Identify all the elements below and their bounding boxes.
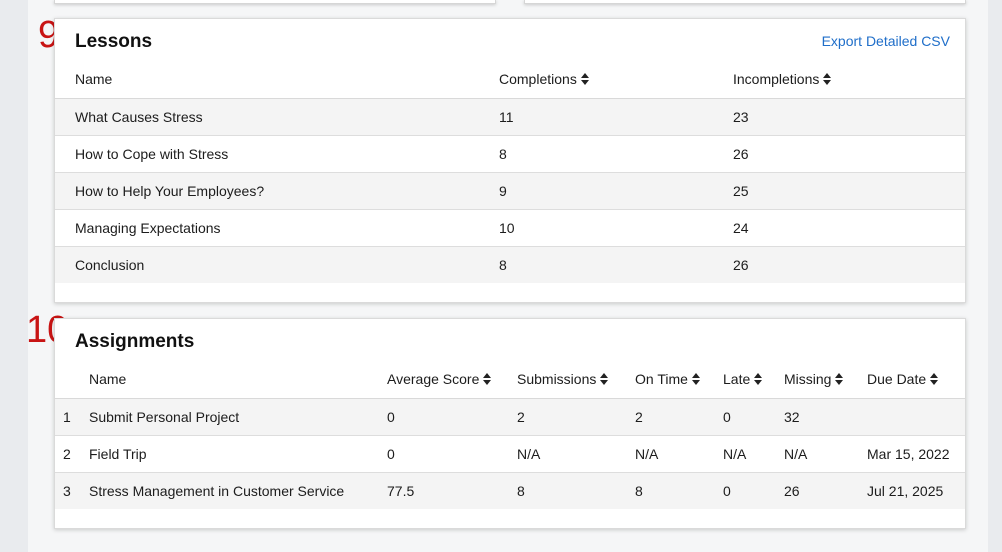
lesson-incompletions: 26 <box>733 246 965 283</box>
sort-icon <box>691 373 700 386</box>
lesson-completions: 9 <box>499 172 733 210</box>
lesson-incompletions: 24 <box>733 209 965 247</box>
assignments-table: Name Average Score Submissions On Time L… <box>55 361 965 509</box>
sort-icon <box>483 373 492 386</box>
assignment-index: 3 <box>55 472 89 509</box>
lessons-table: Name Completions Incompletions What Caus… <box>55 61 965 283</box>
col-header-incompletions[interactable]: Incompletions <box>733 61 965 99</box>
col-header-completions[interactable]: Completions <box>499 61 733 99</box>
card-above-right <box>524 0 966 4</box>
lesson-completions: 8 <box>499 135 733 173</box>
col-header-on-time[interactable]: On Time <box>635 361 723 399</box>
col-header-submissions[interactable]: Submissions <box>517 361 635 399</box>
lesson-completions: 11 <box>499 98 733 136</box>
col-header-average-score[interactable]: Average Score <box>387 361 517 399</box>
sort-icon <box>600 373 609 386</box>
table-row: 2 Field Trip 0 N/A N/A N/A N/A Mar 15, 2… <box>55 435 965 473</box>
table-row: 1 Submit Personal Project 0 2 2 0 32 <box>55 398 965 436</box>
col-header-late[interactable]: Late <box>723 361 784 399</box>
assignment-on-time: 2 <box>635 398 723 436</box>
assignment-name: Field Trip <box>89 435 387 473</box>
lesson-name: How to Cope with Stress <box>55 135 499 173</box>
col-header-missing[interactable]: Missing <box>784 361 867 399</box>
assignment-late: 0 <box>723 472 784 509</box>
col-header-index <box>55 361 89 399</box>
col-header-due-date[interactable]: Due Date <box>867 361 965 399</box>
assignment-average-score: 77.5 <box>387 472 517 509</box>
table-row: 3 Stress Management in Customer Service … <box>55 472 965 509</box>
table-row: Conclusion 8 26 <box>55 246 965 283</box>
sort-icon <box>835 373 844 386</box>
lessons-header-row: Name Completions Incompletions <box>55 61 965 99</box>
sort-icon <box>930 373 939 386</box>
assignment-late: N/A <box>723 435 784 473</box>
assignment-name: Submit Personal Project <box>89 398 387 436</box>
assignment-name: Stress Management in Customer Service <box>89 472 387 509</box>
lesson-name: Conclusion <box>55 246 499 283</box>
lessons-card: Lessons Export Detailed CSV Name Complet… <box>54 18 966 303</box>
table-row: What Causes Stress 11 23 <box>55 98 965 136</box>
assignment-index: 2 <box>55 435 89 473</box>
assignments-header-row: Name Average Score Submissions On Time L… <box>55 361 965 399</box>
table-row: Managing Expectations 10 24 <box>55 209 965 247</box>
assignment-submissions: 2 <box>517 398 635 436</box>
assignment-index: 1 <box>55 398 89 436</box>
assignment-missing: 32 <box>784 398 867 436</box>
col-header-name: Name <box>89 361 387 399</box>
assignment-late: 0 <box>723 398 784 436</box>
lesson-incompletions: 25 <box>733 172 965 210</box>
assignment-average-score: 0 <box>387 398 517 436</box>
table-row: How to Help Your Employees? 9 25 <box>55 172 965 210</box>
lesson-incompletions: 23 <box>733 98 965 136</box>
assignment-average-score: 0 <box>387 435 517 473</box>
table-row: How to Cope with Stress 8 26 <box>55 135 965 173</box>
lesson-incompletions: 26 <box>733 135 965 173</box>
export-csv-link[interactable]: Export Detailed CSV <box>821 33 950 49</box>
lesson-completions: 10 <box>499 209 733 247</box>
lesson-name: How to Help Your Employees? <box>55 172 499 210</box>
lessons-step-number: 9 <box>38 14 60 56</box>
sort-icon <box>580 73 589 86</box>
lesson-name: Managing Expectations <box>55 209 499 247</box>
lessons-title: Lessons <box>75 31 153 52</box>
lesson-name: What Causes Stress <box>55 98 499 136</box>
col-header-name: Name <box>55 61 499 99</box>
assignments-title: Assignments <box>75 331 195 352</box>
assignments-card: Assignments Name Average Score Submissio… <box>54 318 966 529</box>
sort-icon <box>754 373 763 386</box>
lesson-completions: 8 <box>499 246 733 283</box>
sort-icon <box>823 73 832 86</box>
assignment-missing: 26 <box>784 472 867 509</box>
assignment-submissions: N/A <box>517 435 635 473</box>
assignment-due-date: Mar 15, 2022 <box>867 435 965 473</box>
assignment-on-time: N/A <box>635 435 723 473</box>
card-above-left <box>54 0 496 4</box>
assignment-due-date <box>867 398 965 436</box>
assignment-missing: N/A <box>784 435 867 473</box>
assignment-submissions: 8 <box>517 472 635 509</box>
assignment-due-date: Jul 21, 2025 <box>867 472 965 509</box>
assignment-on-time: 8 <box>635 472 723 509</box>
